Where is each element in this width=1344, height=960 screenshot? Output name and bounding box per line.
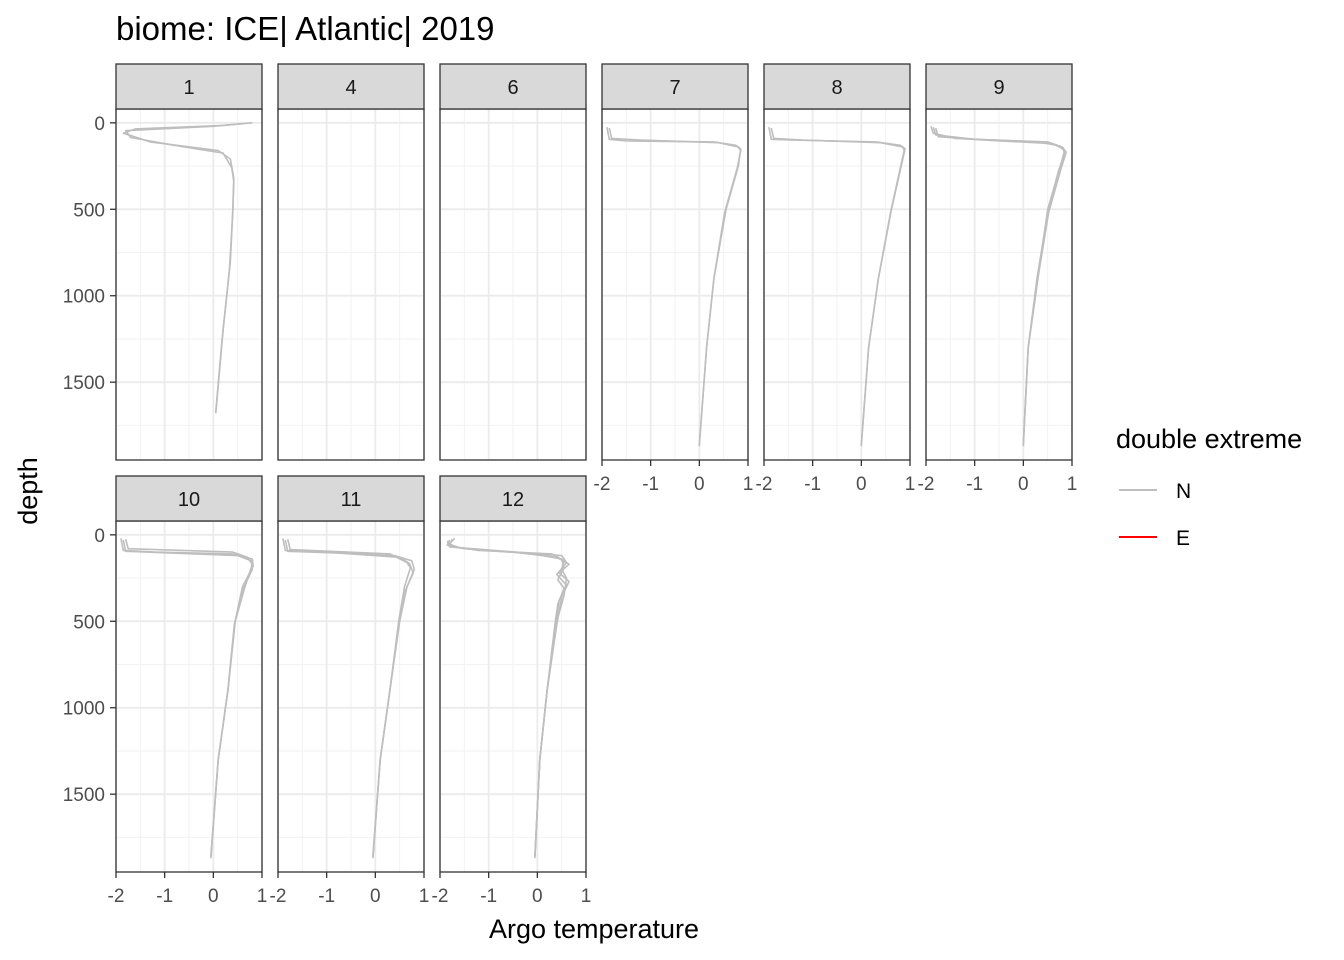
- series-line-N: [124, 122, 243, 412]
- y-tick-label: 1000: [63, 699, 105, 720]
- facet-panel-8: 8 -2 -1 0 1: [756, 63, 916, 495]
- series-line-N: [608, 127, 742, 445]
- x-tick-label: 0: [856, 474, 867, 495]
- facet-strip-label: 7: [669, 77, 680, 99]
- facet-panel-11: 11 -2 -1 0 1: [270, 475, 430, 907]
- x-tick-label: -1: [966, 474, 983, 495]
- y-axis-title: depth: [13, 457, 43, 525]
- x-tick-label: 1: [743, 474, 754, 495]
- y-tick-label: 500: [73, 612, 105, 633]
- facet-strip-label: 12: [502, 489, 524, 511]
- facet-panel-6: 6: [439, 63, 587, 461]
- facet-strip: [439, 475, 587, 522]
- facet-panel-4: 4: [277, 63, 425, 461]
- facet-strip: [277, 63, 425, 110]
- facet-strip-label: 11: [341, 489, 362, 511]
- x-tick-label: 1: [905, 474, 916, 495]
- facet-panel-12: 12 -2 -1 0 1: [432, 475, 592, 907]
- facet-strip-label: 9: [993, 77, 1004, 99]
- y-tick-label: 1500: [63, 373, 105, 394]
- y-tick-label: 0: [94, 526, 105, 547]
- x-tick-label: 0: [532, 886, 543, 907]
- x-tick-label: -2: [918, 474, 935, 495]
- series-line-N: [934, 127, 1066, 445]
- x-tick-label: 0: [370, 886, 381, 907]
- x-tick-label: -1: [480, 886, 497, 907]
- x-tick-label: -2: [756, 474, 773, 495]
- facet-strip-label: 4: [345, 77, 356, 99]
- x-tick-label: -2: [594, 474, 611, 495]
- y-tick-label: 1000: [63, 287, 105, 308]
- x-tick-label: 1: [581, 886, 592, 907]
- x-tick-label: -2: [270, 886, 287, 907]
- x-tick-label: 1: [1067, 474, 1078, 495]
- facet-strip: [115, 63, 263, 110]
- facet-strip: [601, 63, 749, 110]
- facet-strip: [925, 63, 1073, 110]
- legend-label-E: E: [1176, 527, 1190, 550]
- x-tick-label: -1: [318, 886, 335, 907]
- y-tick-label: 1500: [63, 785, 105, 806]
- facet-strip: [277, 475, 425, 522]
- x-tick-label: -2: [432, 886, 449, 907]
- facet-strip: [439, 63, 587, 110]
- x-tick-label: -1: [804, 474, 821, 495]
- series-line-N: [124, 538, 254, 857]
- x-axis-title: Argo temperature: [489, 914, 699, 944]
- legend-title: double extreme: [1116, 424, 1302, 454]
- y-tick-label: 500: [73, 200, 105, 221]
- facet-panel-9: 9 -2 -1 0 1: [918, 63, 1078, 495]
- legend-entries: NE: [1119, 480, 1191, 550]
- x-tick-label: 1: [419, 886, 430, 907]
- series-line-N: [770, 127, 905, 445]
- x-tick-label: 0: [694, 474, 705, 495]
- facet-panel-1: 1 0 500 1000 1500: [63, 63, 263, 461]
- facet-strip: [115, 475, 263, 522]
- legend: double extreme NE: [1116, 424, 1302, 550]
- x-tick-label: -1: [156, 886, 173, 907]
- series-line-N: [286, 539, 412, 857]
- facet-strip-label: 1: [183, 77, 194, 99]
- x-tick-label: 0: [1018, 474, 1029, 495]
- facet-panel-7: 7 -2 -1 0 1: [594, 63, 754, 495]
- facet-strip: [763, 63, 911, 110]
- x-tick-label: -2: [108, 886, 125, 907]
- facet-strip-label: 8: [831, 77, 842, 99]
- x-tick-label: -1: [642, 474, 659, 495]
- x-tick-label: 1: [257, 886, 268, 907]
- x-tick-label: 0: [208, 886, 219, 907]
- facet-strip-label: 10: [178, 489, 200, 511]
- series-line-N: [446, 540, 565, 857]
- legend-label-N: N: [1176, 480, 1191, 503]
- chart-title: biome: ICE| Atlantic| 2019: [116, 10, 495, 47]
- facet-panel-10: 10 0 500 1000 1500 -2 -1 0 1: [63, 475, 268, 907]
- y-tick-label: 0: [94, 114, 105, 135]
- facet-strip-label: 6: [507, 77, 518, 99]
